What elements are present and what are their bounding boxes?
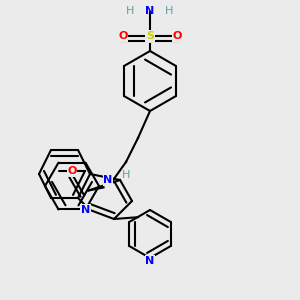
Text: S: S — [146, 31, 154, 41]
Text: H: H — [122, 170, 130, 181]
Text: N: N — [81, 205, 90, 215]
Text: N: N — [103, 175, 112, 185]
Text: H: H — [165, 5, 174, 16]
Text: N: N — [146, 256, 154, 266]
Text: H: H — [126, 5, 135, 16]
Text: N: N — [146, 5, 154, 16]
Text: O: O — [172, 31, 182, 41]
Text: O: O — [67, 166, 77, 176]
Text: O: O — [118, 31, 128, 41]
